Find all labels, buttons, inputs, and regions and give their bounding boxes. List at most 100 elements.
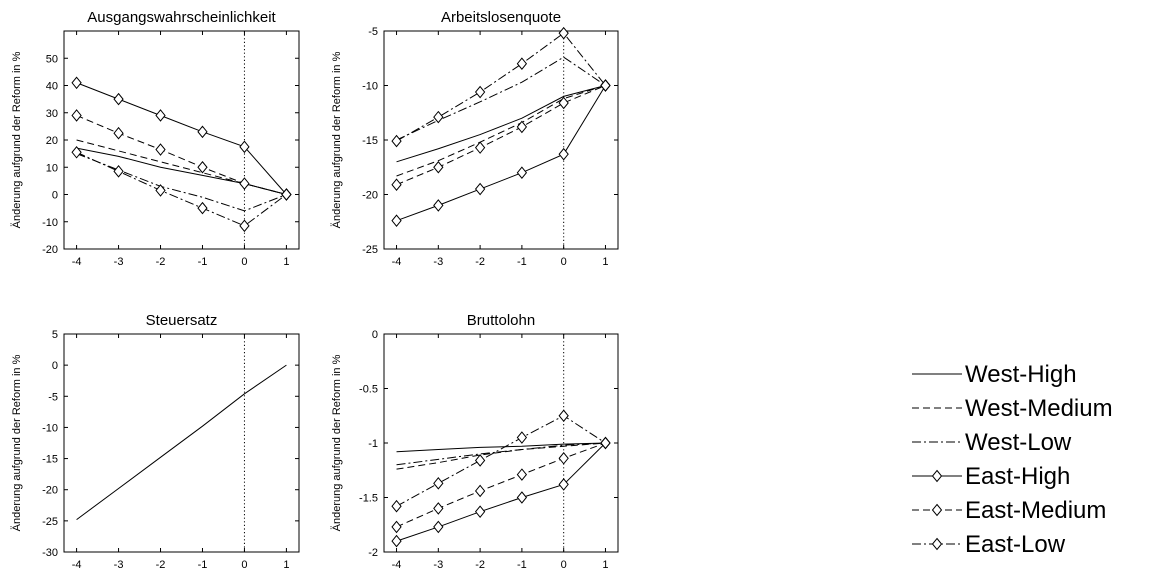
- series-east-medium: [391, 79, 611, 191]
- series-line: [76, 147, 287, 195]
- data-point-marker: [113, 92, 124, 106]
- legend-item: East-High: [912, 463, 1070, 490]
- data-point-marker: [113, 126, 124, 140]
- data-point-marker: [516, 166, 528, 179]
- series-west-low: [396, 442, 606, 466]
- data-point-marker: [474, 454, 486, 467]
- y-tick-label: -25: [362, 244, 378, 256]
- legend-label: East-Low: [965, 531, 1066, 558]
- y-tick-label: -20: [42, 244, 58, 256]
- x-tick-label: -4: [72, 559, 82, 568]
- data-point-marker: [155, 109, 166, 122]
- panel-2: -4 -3 -2 -1 0 1-25-20-15-10-5Arbeitslosenquot…: [331, 9, 619, 268]
- x-tick-label: -2: [156, 559, 166, 568]
- series-west-high: [76, 364, 287, 521]
- data-point-marker: [391, 178, 402, 191]
- x-tick-label: 1: [602, 256, 608, 268]
- data-point-marker: [391, 520, 402, 534]
- data-point-marker: [558, 478, 569, 491]
- data-point-marker: [600, 79, 611, 92]
- legend-item: East-Low: [912, 531, 1066, 558]
- y-tick-label: -30: [42, 547, 58, 559]
- data-point-marker: [71, 109, 82, 122]
- series-line: [396, 442, 606, 470]
- y-tick-label: -1: [368, 438, 378, 450]
- data-point-marker: [113, 165, 124, 178]
- series-west-low: [76, 153, 287, 212]
- x-tick-label: -1: [198, 559, 208, 568]
- x-tick-label: 1: [283, 559, 289, 568]
- x-tick-label: -3: [114, 559, 124, 568]
- y-tick-label: -10: [362, 81, 378, 93]
- data-point-marker: [600, 436, 611, 450]
- data-point-marker: [239, 177, 250, 190]
- series-line: [76, 151, 287, 227]
- y-tick-label: -1.5: [359, 493, 378, 505]
- x-tick-label: 1: [602, 559, 608, 568]
- data-point-marker: [433, 160, 444, 174]
- y-tick-label: -0.5: [359, 384, 378, 396]
- data-point-marker: [197, 125, 208, 139]
- y-tick-label: 30: [46, 108, 58, 120]
- x-tick-label: -1: [517, 256, 527, 268]
- y-tick-label: -15: [42, 454, 58, 466]
- y-tick-label: 20: [46, 135, 58, 147]
- series-line: [396, 442, 606, 528]
- y-tick-label: -15: [362, 135, 378, 147]
- x-tick-label: 0: [241, 559, 247, 568]
- legend-marker-sample: [931, 469, 943, 483]
- data-point-marker: [155, 143, 166, 156]
- y-tick-label: -5: [368, 26, 378, 38]
- legend-label: East-Medium: [965, 497, 1106, 524]
- data-point-marker: [433, 477, 444, 490]
- x-tick-label: -3: [433, 256, 443, 268]
- legend-marker-sample: [931, 503, 943, 517]
- y-axis-label: Änderung aufgrund der Reform in %: [331, 354, 343, 531]
- y-tick-label: -10: [42, 422, 58, 434]
- series-line: [76, 364, 287, 521]
- panel-4: -4 -3 -2 -1 0 1 -2 -1.5 -1 -0.5 0 Bruttolohn Änderun…: [331, 312, 619, 568]
- series-west-high: [396, 442, 606, 453]
- x-tick-label: -1: [198, 256, 208, 268]
- data-point-marker: [516, 431, 528, 444]
- data-point-marker: [391, 134, 402, 148]
- y-tick-label: 0: [52, 360, 58, 372]
- series-west-low: [396, 56, 606, 141]
- series-line: [396, 32, 606, 142]
- series-east-low: [391, 26, 611, 148]
- series-east-low: [391, 409, 611, 513]
- data-point-marker: [433, 520, 444, 534]
- plot-frame: [63, 333, 300, 553]
- data-point-marker: [391, 214, 402, 227]
- data-point-marker: [516, 468, 528, 481]
- data-point-marker: [433, 502, 444, 515]
- plot-frame: [63, 30, 300, 250]
- series-line: [76, 82, 287, 195]
- legend-marker-sample: [931, 537, 943, 551]
- data-point-marker: [239, 219, 250, 233]
- x-tick-label: -2: [475, 559, 485, 568]
- legend-label: West-Medium: [965, 395, 1113, 422]
- data-point-marker: [197, 201, 208, 215]
- legend-item: East-Medium: [912, 497, 1106, 524]
- y-axis-label: Änderung aufgrund der Reform in %: [11, 51, 23, 228]
- panel-title: Bruttolohn: [467, 312, 535, 329]
- plot-frame: [383, 333, 619, 553]
- series-line: [396, 85, 606, 177]
- series-east-high: [391, 436, 611, 548]
- x-tick-label: 0: [241, 256, 247, 268]
- legend-label: West-High: [965, 361, 1077, 388]
- x-tick-label: 0: [561, 256, 567, 268]
- x-tick-label: -4: [72, 256, 82, 268]
- series-line: [396, 56, 606, 141]
- series-line: [396, 415, 606, 507]
- x-tick-label: -4: [392, 256, 402, 268]
- data-point-marker: [474, 85, 486, 99]
- data-point-marker: [155, 184, 166, 197]
- y-tick-label: 40: [46, 81, 58, 93]
- y-tick-label: 10: [46, 162, 58, 174]
- series-west-high: [76, 147, 287, 195]
- x-tick-label: -2: [475, 256, 485, 268]
- data-point-marker: [558, 147, 569, 161]
